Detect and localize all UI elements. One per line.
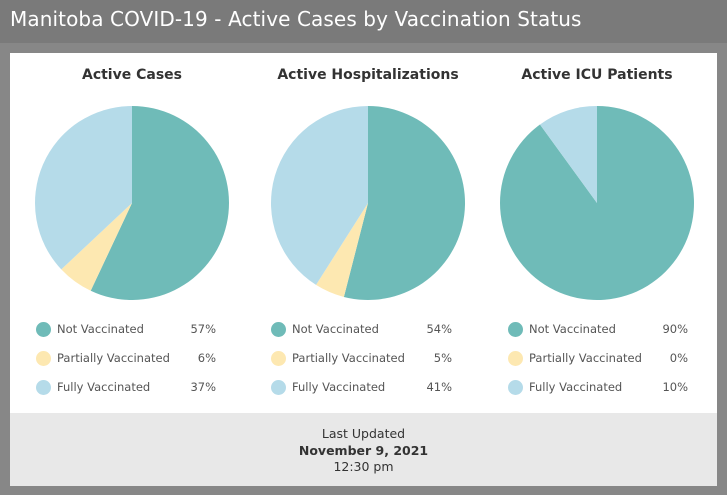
legend-value: 54% xyxy=(426,322,452,336)
dashboard-header: Manitoba COVID-19 - Active Cases by Vacc… xyxy=(0,0,727,43)
legend-swatch xyxy=(271,351,286,366)
legend-item-partially-vaccinated: Partially Vaccinated 0% xyxy=(508,349,688,369)
legend-swatch xyxy=(271,380,286,395)
legend-label: Fully Vaccinated xyxy=(529,380,623,394)
legend-value: 5% xyxy=(433,351,452,365)
pie-slice-partially-vaccinated[interactable] xyxy=(61,203,132,291)
legend-label: Fully Vaccinated xyxy=(57,380,151,394)
legend-item-not-vaccinated: Not Vaccinated 57% xyxy=(36,320,216,340)
legend-item-fully-vaccinated: Fully Vaccinated 37% xyxy=(36,378,216,398)
pie-slice-not-vaccinated[interactable] xyxy=(90,106,229,301)
legend-item-fully-vaccinated: Fully Vaccinated 10% xyxy=(508,378,688,398)
legend-label: Fully Vaccinated xyxy=(292,380,386,394)
legend-swatch xyxy=(271,322,286,337)
chart-active-cases: Active Cases Not Vaccinated 57% Partiall… xyxy=(14,53,250,413)
pie-chart xyxy=(35,106,229,301)
pie-slice-fully-vaccinated[interactable] xyxy=(270,106,368,285)
legend-label: Not Vaccinated xyxy=(57,322,144,336)
legend-value: 37% xyxy=(190,380,216,394)
pie-chart xyxy=(270,106,466,300)
legend-swatch xyxy=(508,380,523,395)
legend-swatch xyxy=(508,351,523,366)
pie-slice-not-vaccinated[interactable] xyxy=(500,106,695,300)
last-updated-date: November 9, 2021 xyxy=(298,443,429,458)
legend-item-partially-vaccinated: Partially Vaccinated 5% xyxy=(271,349,452,369)
chart-title: Active ICU Patients xyxy=(521,67,673,83)
legend-value: 6% xyxy=(197,351,216,365)
charts-panel: Active Cases Not Vaccinated 57% Partiall… xyxy=(10,53,717,413)
legend-label: Partially Vaccinated xyxy=(57,351,170,365)
chart-active-hospitalizations: Active Hospitalizations Not Vaccinated 5… xyxy=(250,53,486,413)
legend-value: 0% xyxy=(669,351,688,365)
legend-value: 57% xyxy=(190,322,216,336)
pie-chart xyxy=(500,106,695,300)
legend-swatch xyxy=(36,380,51,395)
chart-title: Active Cases xyxy=(81,67,182,83)
legend-item-not-vaccinated: Not Vaccinated 54% xyxy=(271,320,452,340)
legend-item-fully-vaccinated: Fully Vaccinated 41% xyxy=(271,378,452,398)
legend-label: Partially Vaccinated xyxy=(292,351,405,365)
legend-swatch xyxy=(508,322,523,337)
legend-value: 90% xyxy=(662,322,688,336)
chart-title: Active Hospitalizations xyxy=(277,67,459,83)
last-updated-time: 12:30 pm xyxy=(333,459,394,474)
legend-label: Not Vaccinated xyxy=(529,322,616,336)
legend-item-partially-vaccinated: Partially Vaccinated 6% xyxy=(36,349,216,369)
pie-slice-fully-vaccinated[interactable] xyxy=(35,106,132,270)
pie-slice-partially-vaccinated[interactable] xyxy=(316,203,368,297)
legend-swatch xyxy=(36,351,51,366)
pie-slice-fully-vaccinated[interactable] xyxy=(539,106,597,203)
legend-swatch xyxy=(36,322,51,337)
legend-label: Partially Vaccinated xyxy=(529,351,642,365)
chart-active-icu-patients: Active ICU Patients Not Vaccinated 90% P… xyxy=(479,53,715,413)
pie-slice-not-vaccinated[interactable] xyxy=(343,106,466,300)
legend-value: 41% xyxy=(426,380,452,394)
dashboard-title: Manitoba COVID-19 - Active Cases by Vacc… xyxy=(10,7,582,31)
legend-item-not-vaccinated: Not Vaccinated 90% xyxy=(508,320,688,340)
last-updated-footer: Last Updated November 9, 2021 12:30 pm xyxy=(10,413,717,486)
legend-label: Not Vaccinated xyxy=(292,322,379,336)
legend-value: 10% xyxy=(662,380,688,394)
last-updated-label: Last Updated xyxy=(321,426,406,441)
